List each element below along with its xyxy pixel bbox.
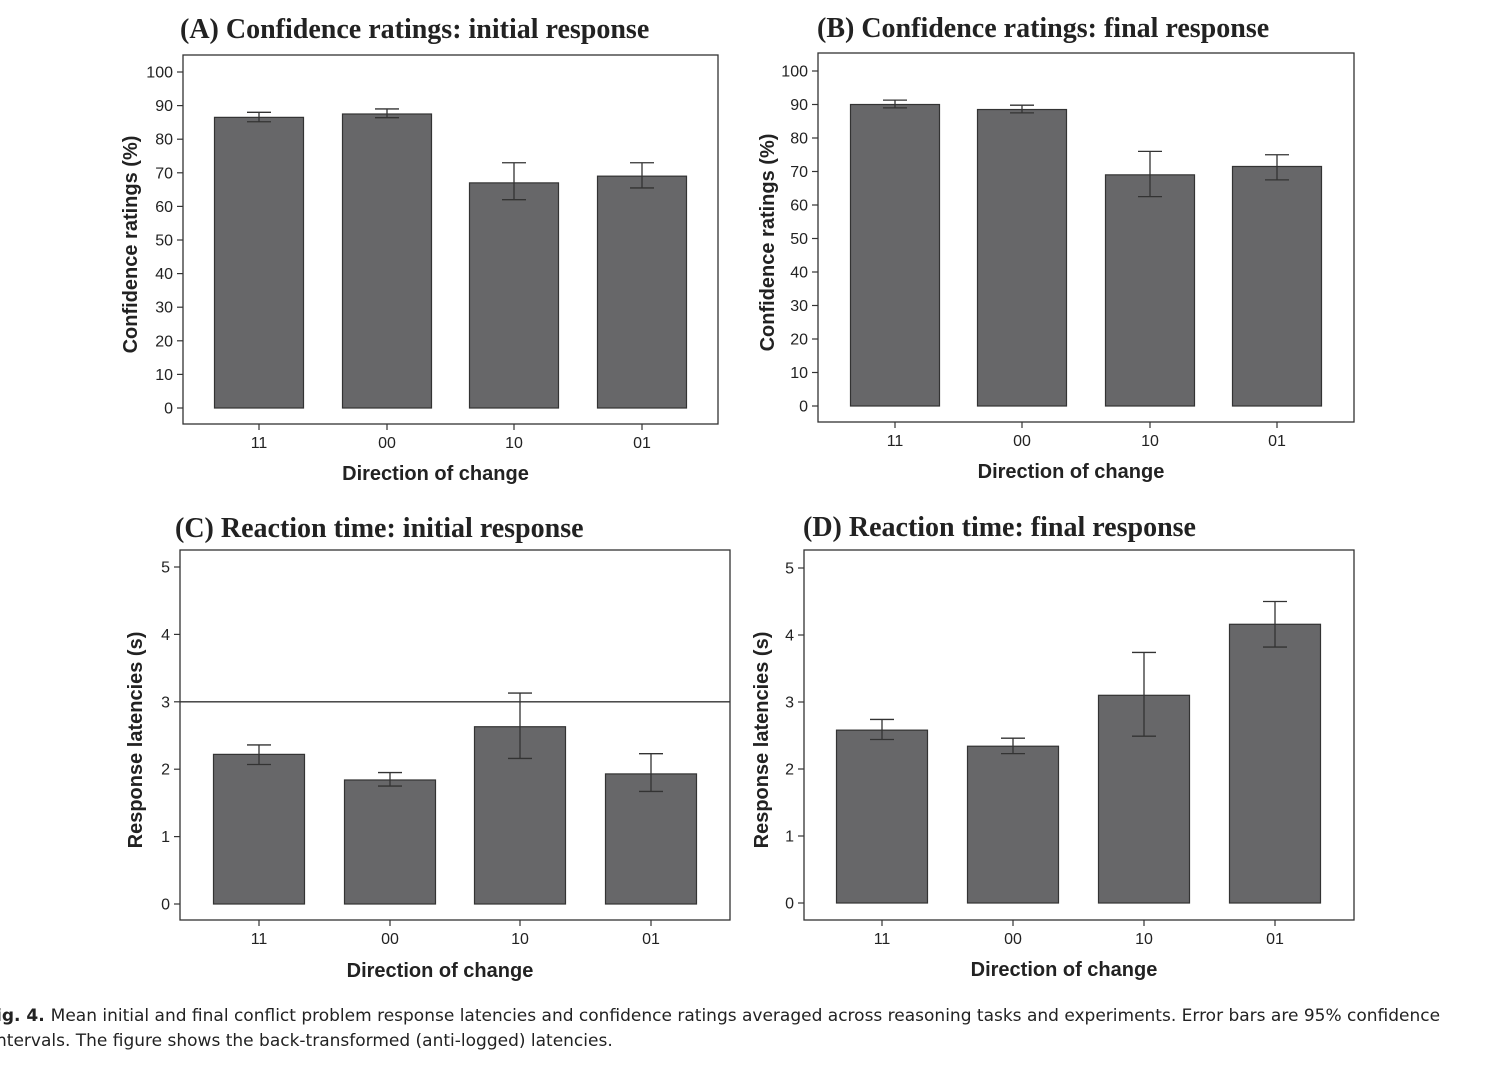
x-tick-label-11: 11 [874,931,891,948]
bar-11 [212,753,306,905]
y-tick-label: 10 [155,367,173,384]
panel-title: (B) Confidence ratings: final response [817,13,1269,44]
bar-01 [1231,165,1323,407]
plot-frame [179,549,731,921]
y-tick-label: 3 [161,694,170,711]
caption-line-2: ntervals. The figure shows the back-tran… [0,1031,613,1051]
bar-00 [966,745,1060,904]
panel-b: (B) Confidence ratings: final response01… [757,13,1355,483]
y-axis-label: Response latencies (s) [751,632,773,849]
y-tick-label: 80 [790,131,808,148]
y-tick-label: 0 [799,399,808,416]
y-tick-label: 1 [785,829,794,846]
x-tick-label-10: 10 [505,435,523,452]
y-tick-label: 90 [790,97,808,114]
panel-a: (A) Confidence ratings: initial response… [120,14,719,485]
y-tick-label: 0 [785,896,794,913]
y-tick-label: 20 [155,333,173,350]
x-tick-label-10: 10 [1135,931,1153,948]
bar-01 [596,175,688,409]
y-tick-label: 80 [155,132,173,149]
x-tick-label-11: 11 [887,433,904,450]
y-tick-label: 50 [790,231,808,248]
figure: (A) Confidence ratings: initial response… [120,13,1355,982]
x-axis-label: Direction of change [978,461,1165,483]
y-axis-label: Confidence ratings (%) [120,136,142,354]
bar-01 [1228,623,1322,904]
caption-label: ig. 4. [0,1006,45,1026]
bar-11 [835,729,929,904]
y-tick-label: 90 [155,98,173,115]
x-tick-label-01: 01 [1268,433,1286,450]
x-tick-label-10: 10 [511,931,529,948]
y-tick-label: 0 [164,401,173,418]
x-tick-label-00: 00 [381,931,399,948]
y-tick-label: 3 [785,695,794,712]
plot-frame [817,52,1355,423]
x-tick-label-01: 01 [1266,931,1284,948]
y-tick-label: 10 [790,365,808,382]
y-tick-label: 40 [790,265,808,282]
bar-00 [343,779,437,905]
caption-line-1: Mean initial and final conflict problem … [50,1006,1441,1026]
x-tick-label-00: 00 [378,435,396,452]
panel-title: (D) Reaction time: final response [803,512,1196,543]
bar-00 [341,113,433,409]
x-axis-label: Direction of change [347,960,534,982]
figure-caption: ig. 4. Mean initial and final conflict pr… [0,1004,1492,1054]
x-axis-label: Direction of change [971,959,1158,981]
y-tick-label: 1 [161,829,170,846]
panel-c: (C) Reaction time: initial response01234… [125,513,731,982]
y-tick-label: 60 [790,198,808,215]
y-axis-label: Response latencies (s) [125,632,147,849]
bar-10 [468,182,560,409]
y-tick-label: 30 [790,298,808,315]
y-tick-label: 0 [161,897,170,914]
y-tick-label: 4 [785,628,794,645]
plot-frame [803,549,1355,921]
bar-11 [849,103,941,407]
y-tick-label: 60 [155,199,173,216]
x-tick-label-11: 11 [251,931,268,948]
y-tick-label: 40 [155,266,173,283]
x-tick-label-01: 01 [633,435,651,452]
x-tick-label-01: 01 [642,931,660,948]
y-tick-label: 30 [155,300,173,317]
y-tick-label: 70 [790,164,808,181]
y-tick-label: 70 [155,165,173,182]
y-axis-label: Confidence ratings (%) [757,134,779,352]
x-tick-label-00: 00 [1013,433,1031,450]
panel-title: (C) Reaction time: initial response [175,513,584,544]
panel-d: (D) Reaction time: final response0123451… [751,512,1355,981]
y-tick-label: 100 [146,65,173,82]
y-tick-label: 100 [781,64,808,81]
bar-10 [1104,174,1196,407]
y-tick-label: 50 [155,233,173,250]
y-tick-label: 4 [161,627,170,644]
y-tick-label: 2 [785,762,794,779]
x-tick-label-00: 00 [1004,931,1022,948]
x-axis-label: Direction of change [342,463,529,485]
panel-title: (A) Confidence ratings: initial response [180,14,649,45]
y-tick-label: 5 [785,561,794,578]
y-tick-label: 2 [161,762,170,779]
y-tick-label: 5 [161,560,170,577]
y-tick-label: 20 [790,332,808,349]
bar-01 [604,773,698,905]
bar-00 [976,108,1068,407]
x-tick-label-10: 10 [1141,433,1159,450]
bar-11 [213,116,305,409]
x-tick-label-11: 11 [251,435,268,452]
